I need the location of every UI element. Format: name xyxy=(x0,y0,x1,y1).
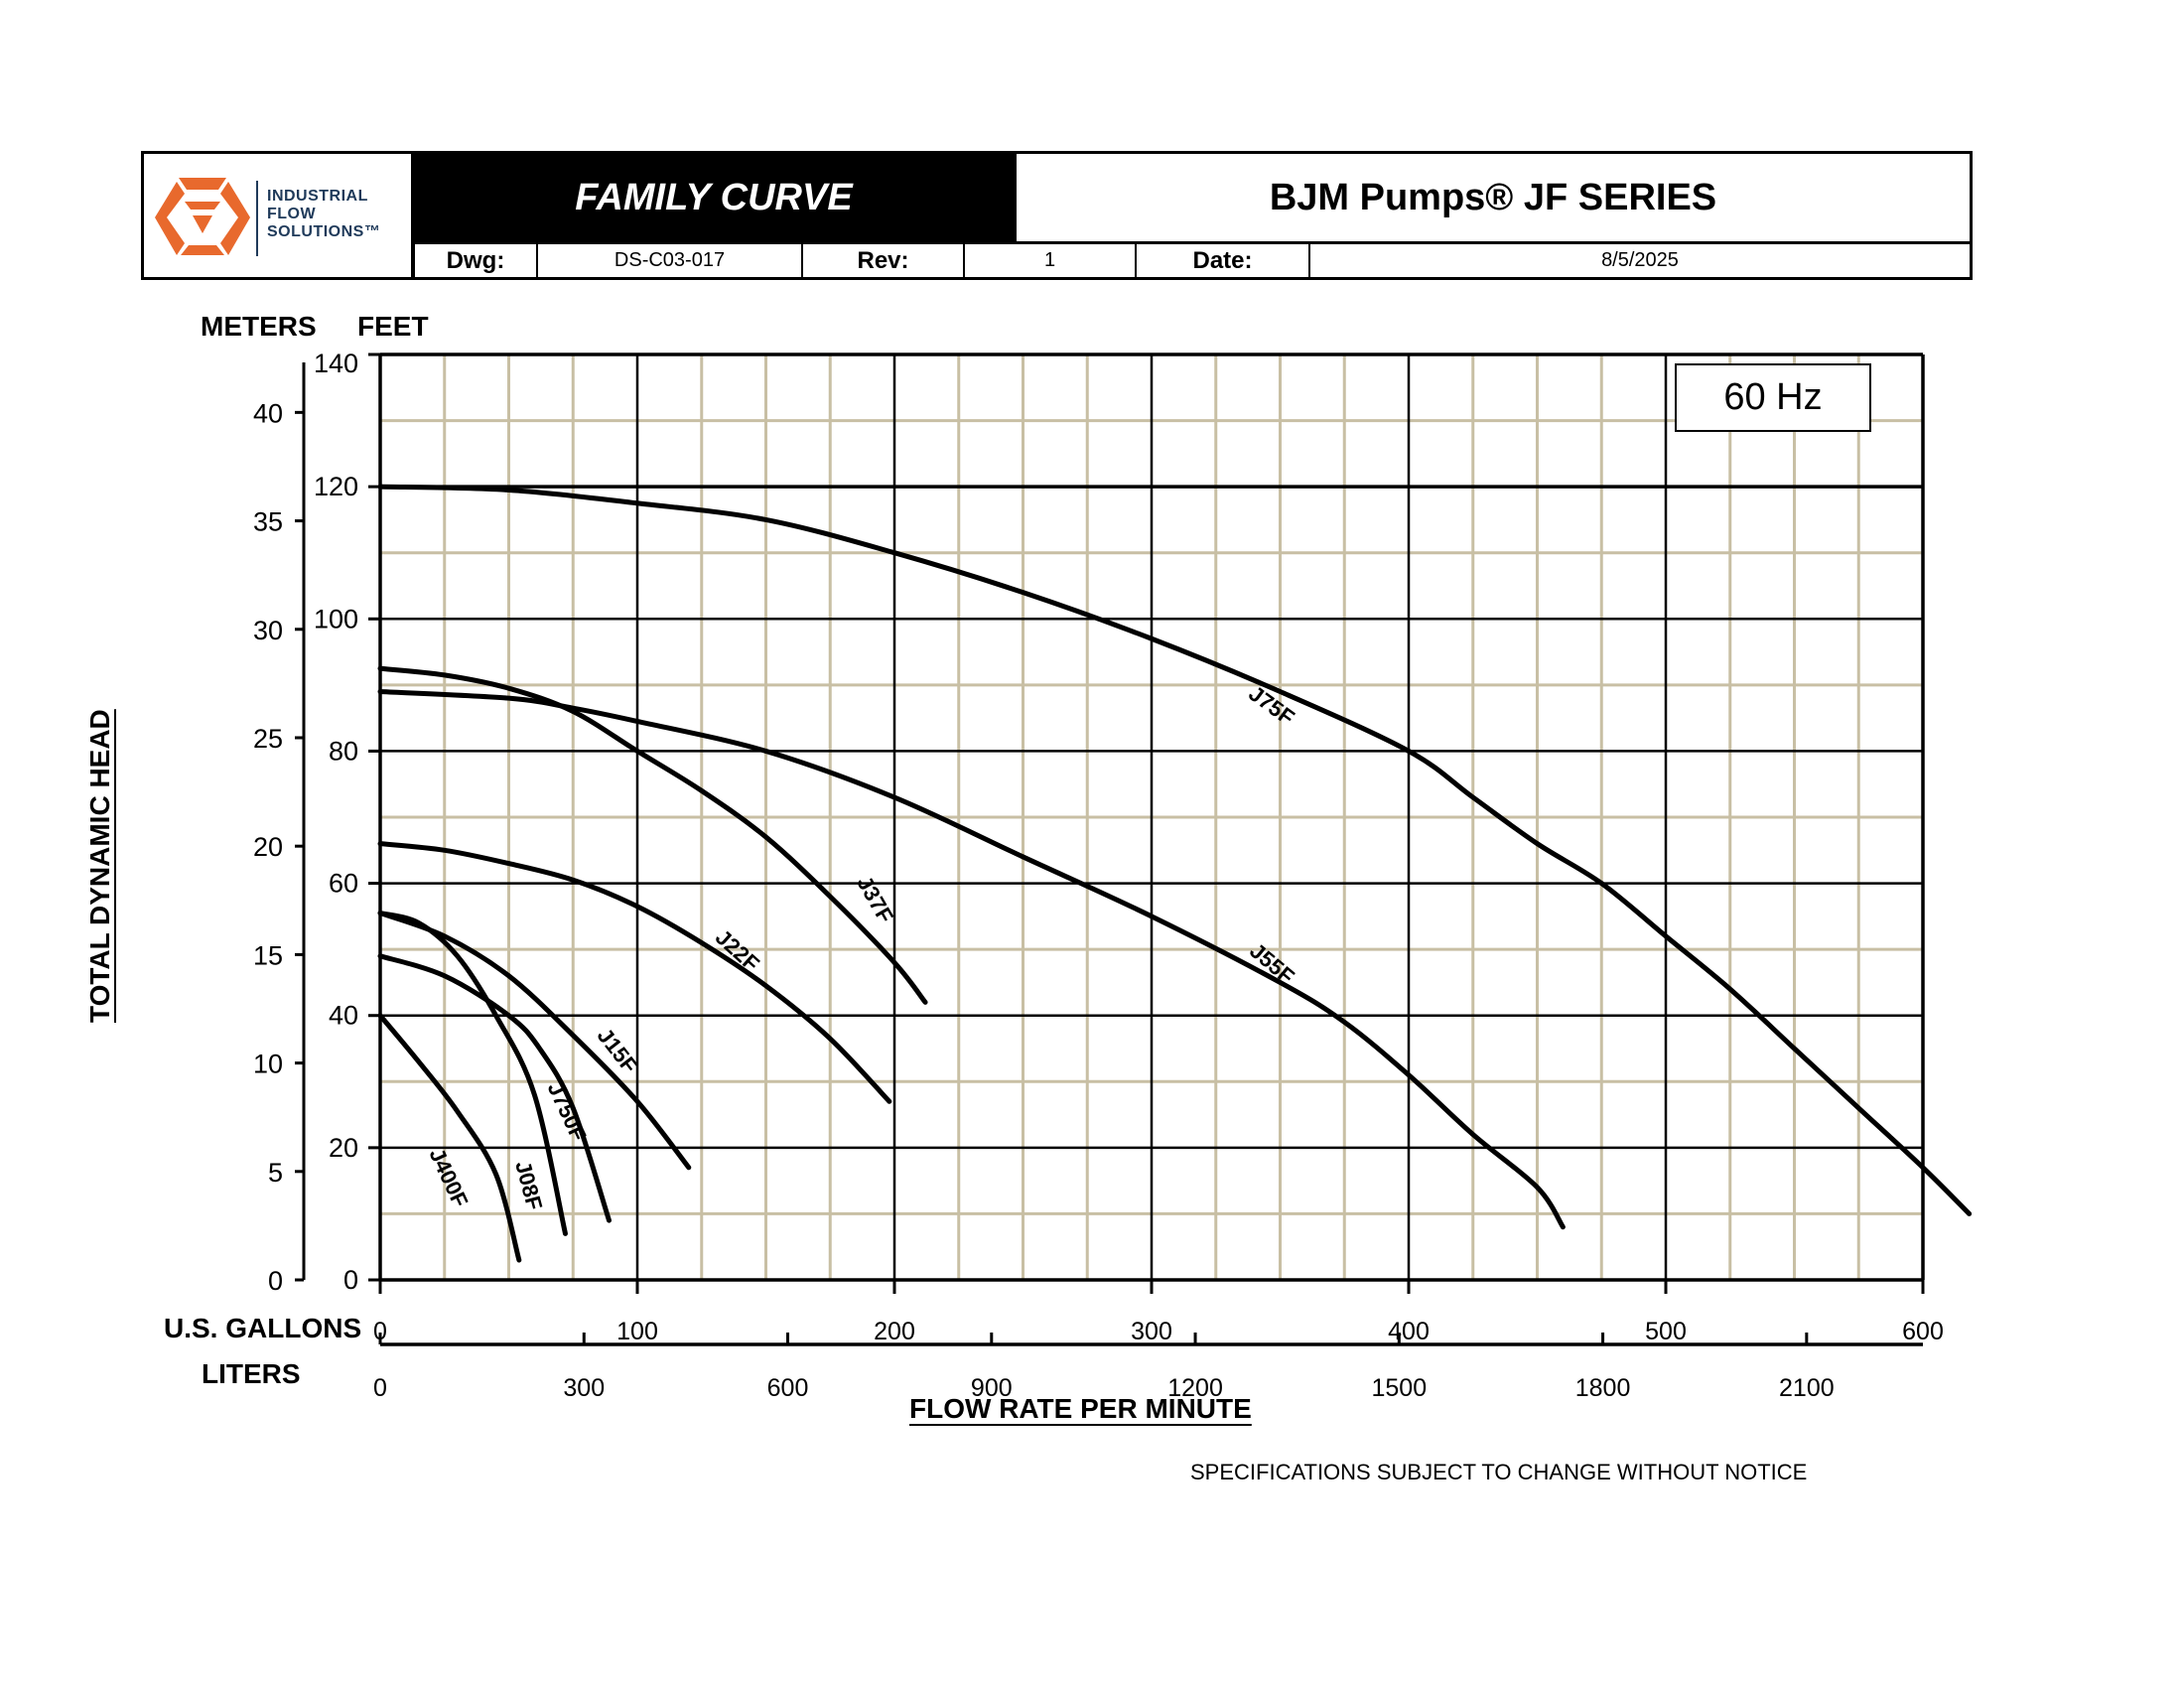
liter-tick-label: 600 xyxy=(767,1374,809,1402)
feet-tick-label: 40 xyxy=(329,1001,358,1031)
feet-tick-label: 0 xyxy=(343,1265,358,1295)
meter-tick-label: 5 xyxy=(268,1158,283,1188)
gallon-tick-label: 0 xyxy=(373,1318,387,1345)
title-block: INDUSTRIAL FLOW SOLUTIONS™ FAMILY CURVE … xyxy=(141,151,1973,280)
feet-tick-label: 80 xyxy=(329,736,358,766)
feet-tick-label: 100 xyxy=(314,604,358,633)
logo-line-2: FLOW xyxy=(267,206,317,222)
meter-tick-label: 15 xyxy=(253,940,283,970)
gallon-tick-label: 200 xyxy=(874,1318,915,1345)
liter-tick-label: 300 xyxy=(563,1374,605,1402)
curve-j08f xyxy=(377,911,568,1236)
company-logo-icon xyxy=(155,178,250,255)
curve-j37f xyxy=(377,665,928,1005)
curve-label-j55f: J55F xyxy=(1245,938,1298,989)
meter-tick-label: 35 xyxy=(253,507,283,537)
meter-tick-label: 40 xyxy=(253,398,283,428)
dwg-value: DS-C03-017 xyxy=(536,244,801,277)
liter-tick-label: 1800 xyxy=(1575,1374,1631,1402)
date-label: Date: xyxy=(1135,244,1308,277)
meters-caption: METERS xyxy=(201,311,317,342)
curve-label-j750f: J750F xyxy=(543,1078,592,1145)
curve-j55f xyxy=(377,689,1566,1230)
meter-tick-label: 30 xyxy=(253,616,283,645)
feet-tick-label: 140 xyxy=(314,349,358,378)
curve-j15f xyxy=(377,911,692,1171)
liter-tick-label: 1500 xyxy=(1371,1374,1427,1402)
logo-line-1: INDUSTRIAL xyxy=(267,188,368,205)
liter-tick-label: 900 xyxy=(971,1374,1013,1402)
x-axis-title: FLOW RATE PER MINUTE xyxy=(909,1393,1252,1424)
feet-tick-label: 120 xyxy=(314,472,358,501)
feet-caption: FEET xyxy=(357,311,429,342)
gallon-tick-label: 500 xyxy=(1645,1318,1687,1345)
curve-label-j400f: J400F xyxy=(424,1144,473,1210)
meter-tick-label: 0 xyxy=(268,1266,283,1296)
series-title: BJM Pumps® JF SERIES xyxy=(1015,154,1970,241)
date-value: 8/5/2025 xyxy=(1308,244,1970,277)
frequency-badge: 60 Hz xyxy=(1675,363,1871,432)
curve-label-j37f: J37F xyxy=(852,872,898,927)
curve-label-j15f: J15F xyxy=(593,1024,643,1078)
document-title: FAMILY CURVE xyxy=(413,154,1015,241)
document-info-row: Dwg: DS-C03-017 Rev: 1 Date: 8/5/2025 xyxy=(413,241,1970,277)
curve-j75f xyxy=(377,484,1973,1216)
logo-divider xyxy=(256,181,258,256)
spec-notice: SPECIFICATIONS SUBJECT TO CHANGE WITHOUT… xyxy=(1190,1460,1808,1484)
gallon-tick-label: 300 xyxy=(1131,1318,1172,1345)
logo-line-3: SOLUTIONS™ xyxy=(267,223,381,240)
meter-tick-label: 10 xyxy=(253,1050,283,1079)
meter-tick-label: 25 xyxy=(253,724,283,754)
gallon-tick-label: 100 xyxy=(616,1318,658,1345)
dwg-label: Dwg: xyxy=(413,244,536,277)
gallon-tick-label: 600 xyxy=(1902,1318,1944,1345)
logo-cell: INDUSTRIAL FLOW SOLUTIONS™ xyxy=(144,154,413,277)
pump-curves xyxy=(377,484,1973,1263)
curve-label-j08f: J08F xyxy=(510,1158,547,1212)
curve-j750f xyxy=(377,953,613,1223)
liters-caption: LITERS xyxy=(202,1358,301,1389)
rev-label: Rev: xyxy=(801,244,963,277)
liter-tick-label: 2100 xyxy=(1779,1374,1835,1402)
liter-tick-label: 0 xyxy=(373,1374,387,1402)
gallon-tick-label: 400 xyxy=(1388,1318,1430,1345)
feet-tick-label: 20 xyxy=(329,1133,358,1163)
curve-j22f xyxy=(377,841,892,1104)
feet-tick-label: 60 xyxy=(329,869,358,899)
gallons-caption: U.S. GALLONS xyxy=(164,1313,362,1343)
meter-tick-label: 20 xyxy=(253,832,283,862)
curve-j400f xyxy=(377,1013,522,1263)
logo-wordmark: INDUSTRIAL FLOW SOLUTIONS™ xyxy=(267,188,380,241)
liter-tick-label: 1200 xyxy=(1167,1374,1223,1402)
rev-value: 1 xyxy=(963,244,1135,277)
